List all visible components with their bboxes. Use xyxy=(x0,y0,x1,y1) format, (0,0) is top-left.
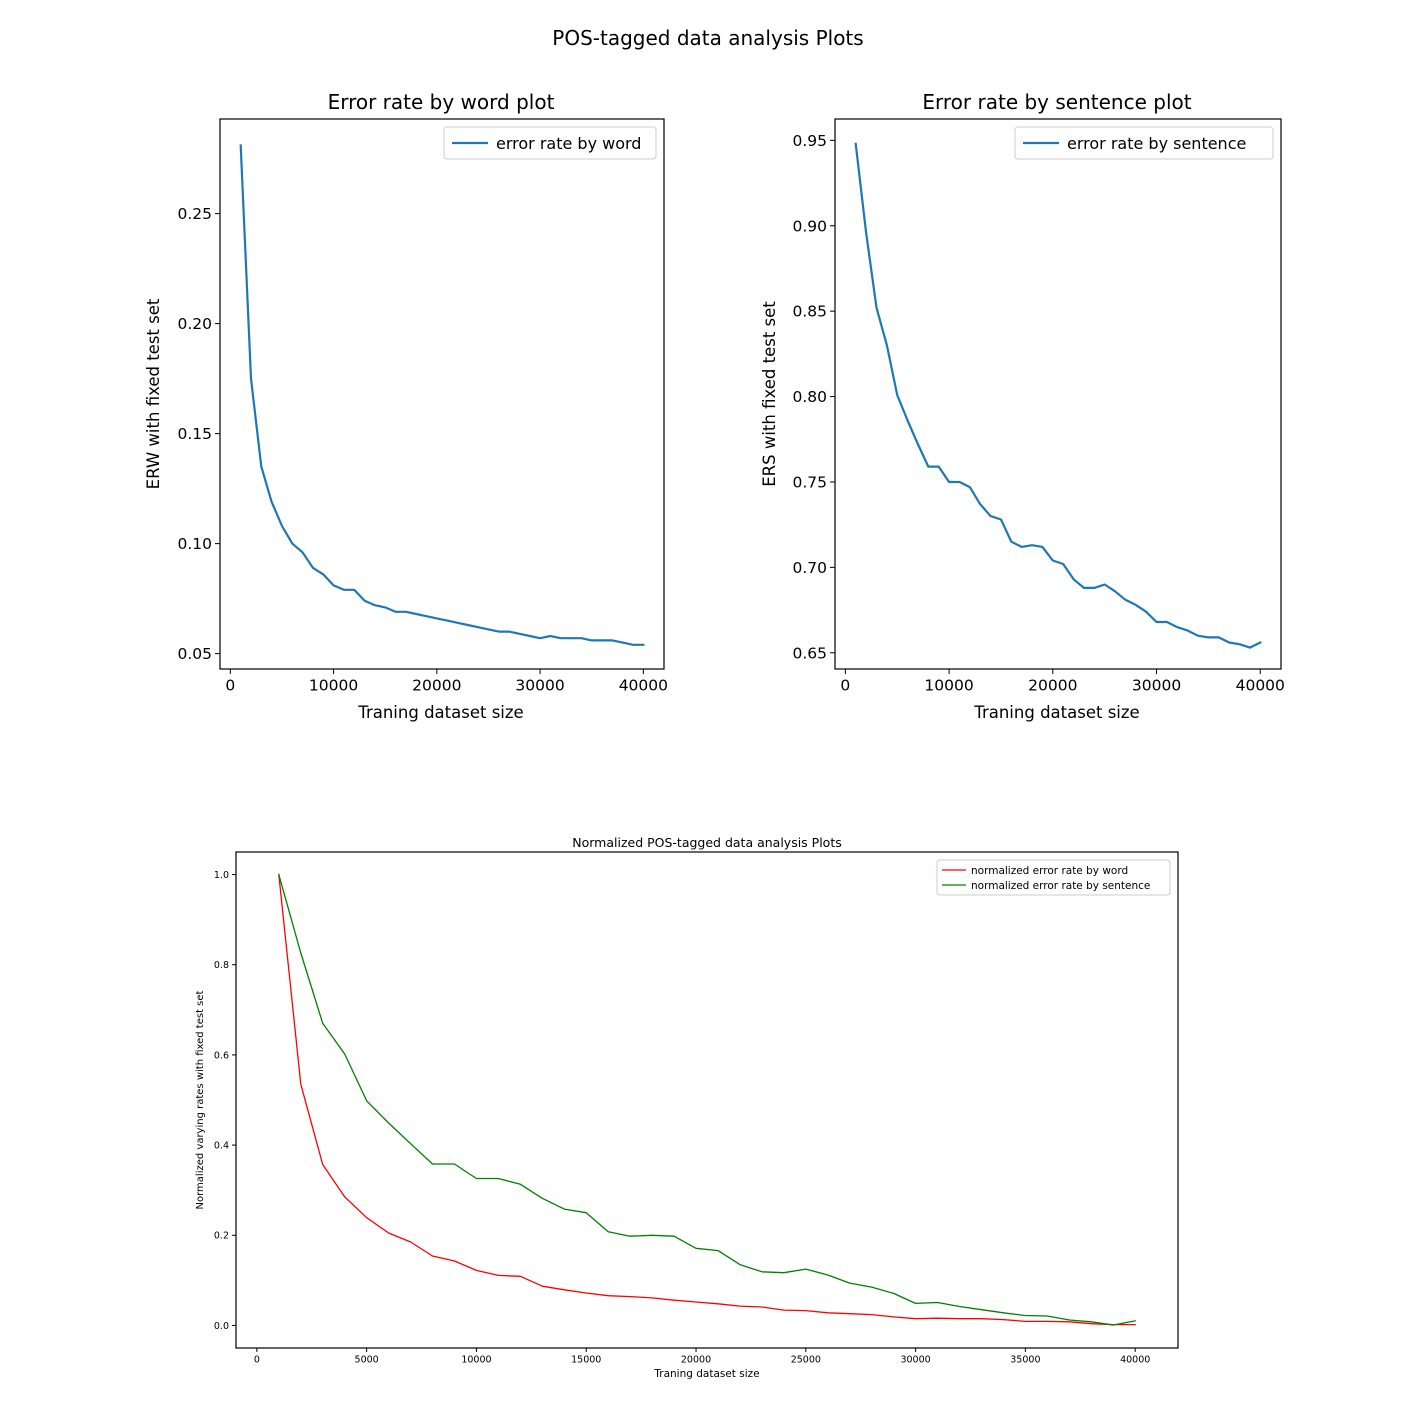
y-tick-label: 0.90 xyxy=(792,217,827,235)
series-line-2 xyxy=(277,873,1136,1326)
y-tick-label: 0.25 xyxy=(177,205,212,223)
legend-label: error rate by word xyxy=(496,134,641,153)
y-tick-label: 0.85 xyxy=(792,303,827,321)
legend-box xyxy=(1014,126,1274,160)
y-tick-label: 0.6 xyxy=(214,1050,229,1061)
legend-box xyxy=(936,859,1171,896)
y-axis-label: ERW with fixed test set xyxy=(144,298,163,489)
x-axis-label: Traning dataset size xyxy=(357,703,523,722)
x-tick-label: 20000 xyxy=(412,677,461,695)
series-line-1 xyxy=(278,873,1136,1326)
x-tick-label: 20000 xyxy=(681,1355,711,1366)
y-axis-label: ERS with fixed test set xyxy=(760,301,779,487)
x-tick-label: 10000 xyxy=(924,677,973,695)
y-tick-label: 0.15 xyxy=(177,425,212,443)
word-error-plot: Error rate by word plot Traning dataset … xyxy=(144,90,668,722)
sentence-error-plot: Error rate by sentence plot Traning data… xyxy=(760,90,1285,722)
x-tick-label: 5000 xyxy=(355,1355,379,1366)
legend-box xyxy=(443,126,657,160)
x-tick-label: 15000 xyxy=(571,1355,601,1366)
x-tick-label: 40000 xyxy=(1236,677,1285,695)
legend-label: error rate by sentence xyxy=(1067,134,1246,153)
axes-frame xyxy=(219,118,665,670)
y-tick-label: 0.20 xyxy=(177,315,212,333)
x-tick-label: 0 xyxy=(225,677,235,695)
y-tick-label: 0.2 xyxy=(214,1231,229,1242)
plot-title: Error rate by word plot xyxy=(328,90,555,114)
x-tick-label: 30000 xyxy=(515,677,564,695)
normalized-error-plot: Normalized POS-tagged data analysis Plot… xyxy=(195,835,1179,1380)
figure-suptitle: POS-tagged data analysis Plots xyxy=(552,26,863,50)
series-line-1 xyxy=(239,144,645,646)
x-axis-label: Traning dataset size xyxy=(973,703,1139,722)
x-tick-label: 25000 xyxy=(791,1355,821,1366)
y-tick-label: 0.0 xyxy=(214,1321,229,1332)
y-tick-label: 0.80 xyxy=(792,388,827,406)
plot-title: Normalized POS-tagged data analysis Plot… xyxy=(572,835,842,850)
y-tick-label: 0.05 xyxy=(177,645,212,663)
x-axis-label: Traning dataset size xyxy=(653,1368,759,1380)
series-line-1 xyxy=(854,142,1262,649)
y-tick-label: 0.10 xyxy=(177,535,212,553)
legend-label: normalized error rate by sentence xyxy=(971,880,1150,892)
x-tick-label: 20000 xyxy=(1028,677,1077,695)
x-tick-label: 30000 xyxy=(900,1355,930,1366)
x-tick-label: 10000 xyxy=(461,1355,491,1366)
x-tick-label: 40000 xyxy=(1120,1355,1150,1366)
y-axis-label: Normalized varying rates with fixed test… xyxy=(195,990,206,1209)
axes-frame xyxy=(235,851,1179,1349)
axes-frame xyxy=(834,118,1282,670)
x-tick-label: 0 xyxy=(254,1355,260,1366)
plot-title: Error rate by sentence plot xyxy=(922,90,1191,114)
y-tick-label: 0.4 xyxy=(214,1141,229,1152)
y-tick-label: 1.0 xyxy=(214,870,229,881)
y-tick-label: 0.65 xyxy=(792,644,827,662)
x-tick-label: 30000 xyxy=(1132,677,1181,695)
x-tick-label: 0 xyxy=(840,677,850,695)
y-tick-label: 0.70 xyxy=(792,559,827,577)
x-tick-label: 35000 xyxy=(1010,1355,1040,1366)
x-tick-label: 10000 xyxy=(309,677,358,695)
y-tick-label: 0.8 xyxy=(214,960,229,971)
x-tick-label: 40000 xyxy=(619,677,668,695)
y-tick-label: 0.75 xyxy=(792,474,827,492)
legend-label: normalized error rate by word xyxy=(971,865,1128,877)
y-tick-label: 0.95 xyxy=(792,132,827,150)
